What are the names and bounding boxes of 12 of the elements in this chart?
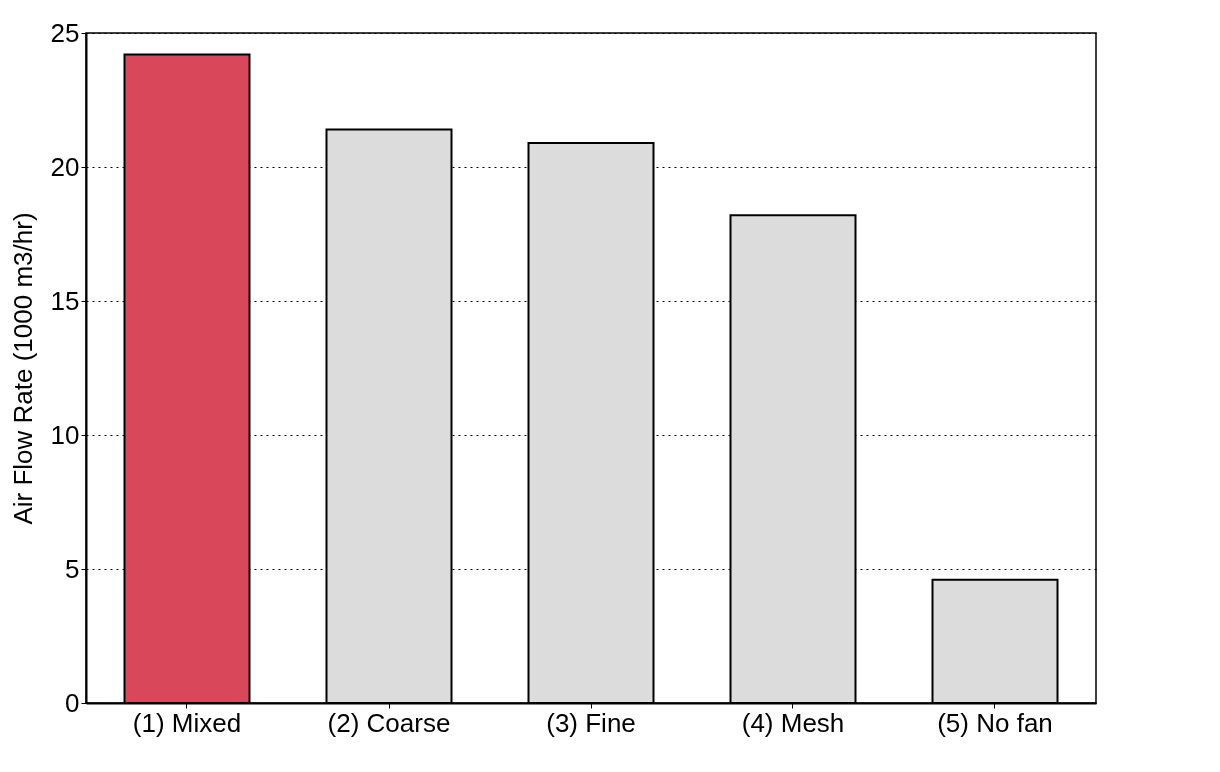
y-tick-label: 15 [50,285,80,316]
x-tick-label: (2) Coarse [327,707,451,738]
y-tick-label: 20 [50,151,80,182]
x-tick-label: (4) Mesh [741,707,845,738]
x-tick-label: (5) No fan [937,707,1053,738]
y-tick-label: 0 [65,687,80,718]
y-tick-label: 25 [50,17,80,48]
y-tick-label: 5 [65,553,80,584]
y-axis-title: Air Flow Rate (1000 m3/hr) [7,212,38,525]
x-tick-label: (1) Mixed [132,707,242,738]
x-tick-label: (3) Fine [546,707,636,738]
y-tick-label: 10 [50,419,80,450]
